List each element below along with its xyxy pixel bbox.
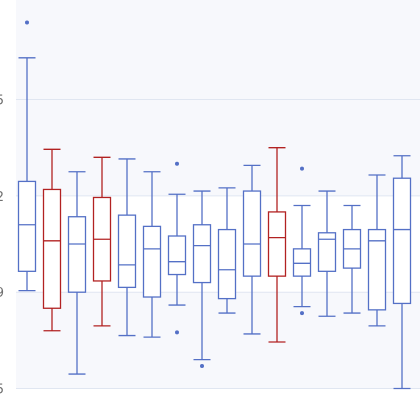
box-iqr [167,235,187,276]
box-outlier [300,311,304,316]
background-band [16,0,420,100]
y-tick-label: 5 [0,383,4,398]
box-iqr [17,180,37,272]
box-iqr [392,177,412,305]
box-iqr [242,190,262,277]
box-outlier [200,364,204,369]
background-band [16,99,420,196]
box-iqr [292,248,312,277]
box-outlier [25,20,29,25]
box-iqr [117,214,137,289]
box-iqr [267,211,287,277]
y-tick-label: 2 [0,190,4,205]
box-iqr [67,216,87,293]
box-iqr [192,224,212,284]
box-iqr [217,228,237,300]
box-outlier [300,166,304,171]
box-iqr [367,228,387,311]
y-tick-label: 5 [0,94,4,109]
box-iqr [142,225,162,298]
box-outlier [175,161,179,166]
box-iqr [42,188,62,309]
box-outlier [175,330,179,335]
box-iqr [317,232,337,272]
y-tick-label: 9 [0,286,4,301]
background-band [16,292,420,389]
